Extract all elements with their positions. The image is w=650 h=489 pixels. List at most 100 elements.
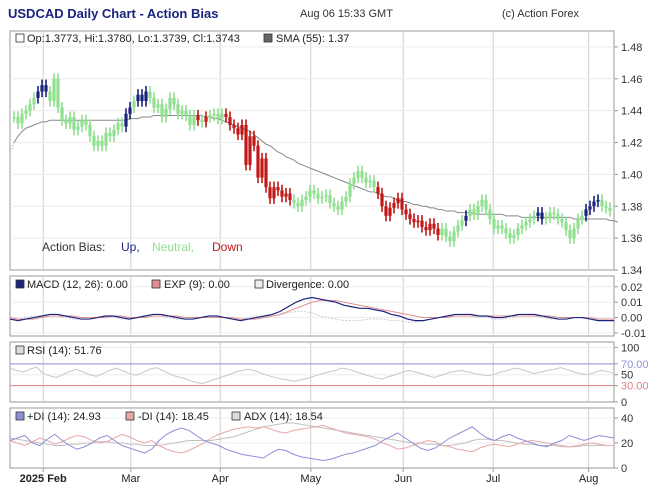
- price-bar-body: [356, 171, 360, 178]
- price-bar-body: [596, 199, 600, 202]
- price-bar-body: [320, 196, 324, 199]
- price-bar-body: [248, 136, 252, 165]
- bias-legend-down: Down: [212, 240, 243, 254]
- price-bar-body: [188, 115, 192, 126]
- price-bar-body: [580, 215, 584, 220]
- rsi-ytick-label: 0: [621, 397, 627, 409]
- minus-di-line: [9, 424, 614, 454]
- price-bar-body: [200, 120, 204, 122]
- rsi-panel-frame: [9, 341, 615, 403]
- rsi-legend: RSI (14): 51.76: [27, 345, 102, 357]
- price-bar-body: [376, 187, 380, 194]
- price-bar-body: [548, 212, 552, 218]
- price-bar-body: [272, 187, 276, 199]
- price-bar-body: [592, 201, 596, 207]
- rsi-ytick-label: 100: [621, 342, 639, 354]
- price-bar-body: [520, 225, 524, 229]
- price-bar-body: [88, 125, 92, 137]
- rsi-ytick-label: 30.00: [621, 381, 649, 393]
- price-bar-body: [500, 225, 504, 229]
- bias-legend-label: Action Bias:: [42, 240, 105, 254]
- price-bar-body: [184, 110, 188, 116]
- price-bar-body: [264, 158, 268, 188]
- price-bar-body: [288, 193, 292, 200]
- time-axis: 2025 Feb Mar Apr May Jun Jul Aug: [20, 468, 598, 485]
- price-bar-body: [588, 206, 592, 210]
- dmi-ytick-label: 0: [621, 463, 627, 475]
- price-bar-body: [564, 222, 568, 231]
- price-bar-body: [424, 226, 428, 231]
- price-bar-body: [40, 85, 44, 92]
- price-bar-body: [28, 104, 32, 111]
- price-bar-body: [252, 136, 256, 146]
- price-bar-body: [488, 209, 492, 220]
- price-bar-body: [468, 209, 472, 216]
- price-bar-body: [360, 171, 364, 178]
- price-bar-body: [584, 209, 588, 216]
- price-bar-body: [148, 91, 152, 98]
- ohlc-legend-swatch: [15, 33, 25, 43]
- price-bar-body: [180, 110, 184, 114]
- price-bar-body: [92, 136, 96, 146]
- plus-di-legend: +DI (14): 24.93: [27, 411, 101, 423]
- price-ytick-label: 1.40: [621, 169, 642, 181]
- price-bar-body: [32, 97, 36, 105]
- price-ytick-label: 1.46: [621, 74, 642, 86]
- price-bar-body: [364, 177, 368, 183]
- price-bar-body: [76, 126, 80, 130]
- xtick-label: May: [300, 473, 321, 485]
- price-bar-body: [256, 145, 260, 178]
- price-bar-body: [228, 117, 232, 126]
- chart-timestamp: Aug 06 15:33 GMT: [300, 8, 393, 20]
- price-bar-body: [388, 207, 392, 216]
- price-bar-body: [244, 125, 248, 165]
- divergence-legend-swatch: [254, 279, 264, 289]
- price-bar-body: [68, 117, 72, 124]
- price-bar-body: [528, 219, 532, 223]
- macd-panel-frame: [9, 275, 615, 337]
- price-bar-body: [448, 236, 452, 242]
- price-bar-body: [480, 199, 484, 207]
- price-bar-body: [104, 132, 108, 146]
- price-ytick-label: 1.42: [621, 138, 642, 150]
- macd-ytick-label: 0.01: [621, 297, 642, 309]
- price-bar-body: [304, 196, 308, 200]
- price-bar-body: [408, 214, 412, 220]
- macd-legend: MACD (12, 26): 0.00: [27, 279, 128, 291]
- minus-di-legend-swatch: [125, 411, 135, 421]
- price-bar-body: [48, 91, 52, 102]
- price-bar-body: [412, 219, 416, 223]
- adx-legend-swatch: [231, 411, 241, 421]
- price-bar-body: [64, 120, 68, 124]
- price-bar-body: [464, 215, 468, 221]
- exp-legend: EXP (9): 0.00: [164, 279, 230, 291]
- xtick-label: Jun: [394, 473, 412, 485]
- price-bar-body: [124, 113, 128, 127]
- price-bar-body: [568, 230, 572, 239]
- price-bar-body: [140, 94, 144, 102]
- macd-line: [9, 296, 614, 322]
- price-bar-body: [348, 183, 352, 197]
- price-bar-body: [420, 220, 424, 227]
- price-bar-body: [84, 120, 88, 126]
- dmi-ytick-label: 40: [621, 413, 633, 425]
- price-bar-body: [552, 212, 556, 215]
- price-bar-body: [372, 180, 376, 188]
- price-bar-body: [396, 198, 400, 204]
- chart-header: USDCAD Daily Chart - Action Bias Aug 06 …: [0, 0, 650, 30]
- rsi-ytick-label: 70.00: [621, 359, 649, 371]
- price-bar-body: [512, 234, 516, 239]
- price-bar-body: [416, 220, 420, 223]
- price-bar-body: [324, 195, 328, 197]
- price-bar-body: [332, 203, 336, 207]
- price-bar-body: [16, 117, 20, 124]
- price-bar-body: [292, 199, 296, 204]
- price-bar-body: [484, 199, 488, 210]
- price-bar-body: [144, 91, 148, 102]
- price-bar-body: [220, 113, 224, 119]
- price-bar-body: [432, 223, 436, 229]
- price-bar-body: [128, 107, 132, 114]
- price-bar-body: [472, 209, 476, 215]
- price-bar-body: [72, 117, 76, 130]
